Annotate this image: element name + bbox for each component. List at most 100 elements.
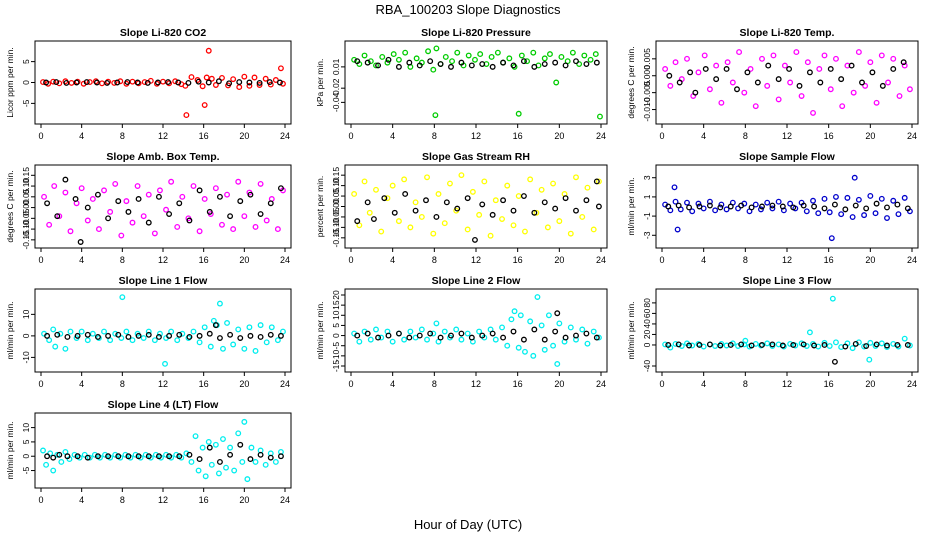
data-point bbox=[424, 174, 430, 181]
data-point bbox=[196, 339, 203, 346]
data-point bbox=[216, 193, 223, 200]
data-point bbox=[267, 331, 274, 338]
data-point bbox=[806, 329, 813, 336]
y-tick-label: -1 bbox=[642, 212, 652, 220]
data-point bbox=[186, 334, 193, 340]
data-point bbox=[821, 342, 828, 348]
data-point bbox=[125, 453, 132, 460]
data-point bbox=[448, 332, 454, 339]
data-point bbox=[237, 441, 244, 448]
data-point bbox=[821, 205, 828, 212]
y-tick-label: 0 bbox=[21, 333, 31, 338]
data-point bbox=[775, 198, 782, 205]
data-point bbox=[44, 200, 51, 207]
data-point bbox=[873, 341, 880, 348]
x-tick-label: 12 bbox=[782, 255, 792, 265]
data-point bbox=[901, 62, 908, 69]
y-tick-label: 20 bbox=[642, 329, 652, 339]
data-point bbox=[558, 53, 565, 60]
data-point bbox=[878, 195, 885, 202]
data-point bbox=[220, 436, 226, 442]
series-primary bbox=[351, 294, 602, 367]
data-point bbox=[590, 328, 597, 335]
data-point bbox=[361, 52, 368, 59]
data-point bbox=[895, 211, 902, 218]
series-secondary bbox=[44, 176, 284, 245]
data-point bbox=[520, 58, 527, 65]
data-point bbox=[827, 66, 834, 72]
data-point bbox=[573, 58, 579, 65]
data-point bbox=[236, 79, 243, 86]
data-point bbox=[78, 328, 85, 335]
data-point bbox=[71, 451, 78, 458]
series-primary bbox=[41, 178, 286, 239]
data-point bbox=[373, 62, 379, 69]
x-tick-label: 20 bbox=[554, 379, 564, 389]
data-point bbox=[77, 239, 84, 245]
x-tick-label: 24 bbox=[596, 131, 606, 141]
data-point bbox=[695, 200, 702, 207]
x-tick-label: 0 bbox=[38, 255, 43, 265]
data-point bbox=[468, 62, 475, 69]
data-point bbox=[364, 199, 371, 206]
data-point bbox=[541, 55, 548, 62]
x-tick-label: 24 bbox=[907, 131, 917, 141]
data-point bbox=[195, 78, 202, 85]
data-point bbox=[56, 80, 63, 87]
x-tick-label: 0 bbox=[38, 379, 43, 389]
data-point bbox=[412, 207, 419, 214]
data-point bbox=[119, 294, 126, 301]
data-point bbox=[894, 342, 901, 348]
data-point bbox=[168, 178, 175, 185]
series-secondary bbox=[44, 441, 284, 465]
data-point bbox=[226, 80, 233, 87]
data-point bbox=[500, 334, 507, 341]
data-point bbox=[395, 218, 402, 225]
panel-title: Slope Li-820 CO2 bbox=[120, 27, 207, 39]
data-point bbox=[262, 75, 269, 82]
x-tick-label: 4 bbox=[79, 379, 84, 389]
data-point bbox=[155, 453, 162, 460]
data-point bbox=[810, 109, 816, 116]
x-tick-label: 8 bbox=[432, 255, 437, 265]
data-point bbox=[244, 476, 251, 483]
data-point bbox=[50, 467, 57, 474]
data-point bbox=[884, 215, 890, 221]
data-point bbox=[401, 176, 408, 183]
x-tick-label: 12 bbox=[158, 131, 168, 141]
x-tick-label: 16 bbox=[513, 255, 523, 265]
data-point bbox=[247, 191, 254, 198]
data-point bbox=[56, 213, 63, 220]
data-point bbox=[717, 342, 724, 349]
data-point bbox=[896, 93, 903, 99]
data-point bbox=[675, 202, 682, 209]
y-tick-label: 40 bbox=[642, 319, 652, 329]
y-tick-label: 0.10 bbox=[21, 178, 31, 195]
data-point bbox=[123, 328, 130, 335]
y-tick-label: -5 bbox=[21, 466, 31, 474]
data-point bbox=[554, 361, 561, 367]
data-point bbox=[354, 332, 361, 339]
data-point bbox=[84, 331, 91, 338]
y-tick-label: 20 bbox=[331, 290, 341, 300]
data-point bbox=[91, 451, 98, 458]
data-point bbox=[443, 199, 450, 206]
data-point bbox=[62, 189, 69, 196]
data-point bbox=[779, 203, 786, 210]
data-point bbox=[593, 178, 600, 185]
data-point bbox=[562, 62, 569, 69]
data-point bbox=[447, 180, 453, 187]
x-tick-label: 0 bbox=[659, 131, 664, 141]
data-point bbox=[850, 89, 857, 96]
data-point bbox=[142, 451, 149, 458]
data-point bbox=[672, 340, 679, 347]
data-point bbox=[263, 217, 270, 224]
data-point bbox=[597, 113, 603, 120]
x-tick-label: 16 bbox=[513, 379, 523, 389]
x-tick-label: 12 bbox=[782, 131, 792, 141]
data-point bbox=[216, 300, 223, 307]
series-primary bbox=[40, 47, 286, 119]
data-point bbox=[472, 236, 478, 243]
data-point bbox=[237, 335, 244, 341]
